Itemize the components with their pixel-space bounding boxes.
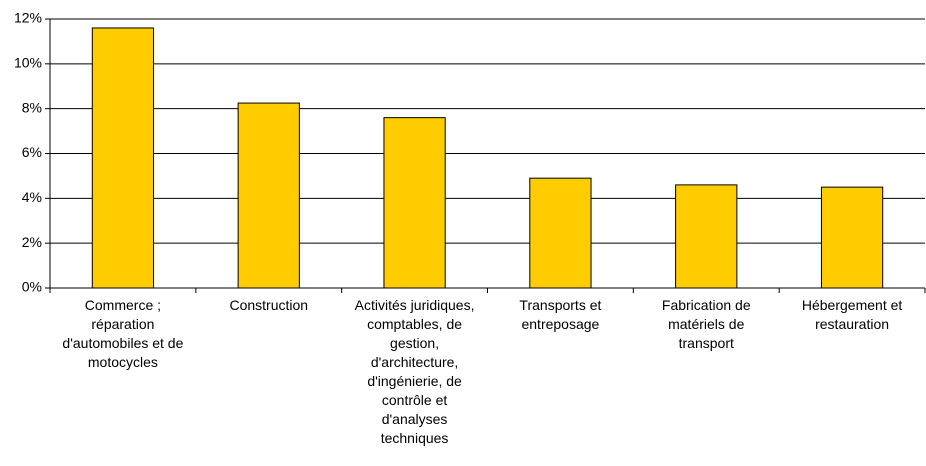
x-tick-label: Fabrication de matériels de transport: [661, 297, 751, 351]
y-tick-label: 12%: [14, 10, 42, 26]
y-tick-label: 6%: [22, 144, 42, 160]
bar: [91, 27, 155, 289]
bar: [383, 117, 446, 289]
x-tick-label: Commerce ; réparation d'automobiles et d…: [62, 297, 184, 370]
y-tick-label: 4%: [22, 189, 42, 205]
bar: [237, 102, 300, 289]
y-tick-label: 10%: [14, 55, 42, 71]
x-tick-label: Construction: [229, 297, 309, 313]
x-tick-label: Transports et entreposage: [519, 297, 602, 332]
bar: [820, 186, 884, 289]
x-tick-label: Activités juridiques, comptables, de ges…: [354, 297, 475, 446]
bar: [675, 184, 738, 289]
x-tick-label: Hébergement et restauration: [801, 297, 903, 332]
y-tick-label: 8%: [22, 99, 42, 115]
bar: [529, 177, 592, 289]
y-tick-label: 2%: [22, 234, 42, 250]
y-tick-label: 0%: [22, 279, 42, 295]
